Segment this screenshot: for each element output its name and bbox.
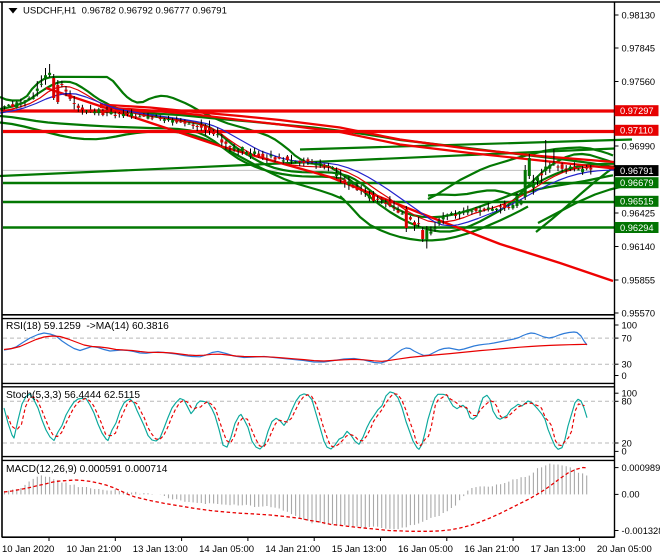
svg-text:0.97560: 0.97560 <box>622 77 656 87</box>
svg-text:0.96515: 0.96515 <box>620 197 654 207</box>
svg-text:-0.001328: -0.001328 <box>622 526 660 536</box>
svg-text:0: 0 <box>622 371 627 381</box>
svg-text:20: 20 <box>622 438 632 448</box>
svg-text:14 Jan 05:00: 14 Jan 05:00 <box>199 544 254 555</box>
svg-text:MACD(12,26,9) 0.000591 0.00071: MACD(12,26,9) 0.000591 0.000714 <box>6 464 168 475</box>
svg-text:100: 100 <box>622 389 638 399</box>
svg-text:0.98130: 0.98130 <box>622 10 656 20</box>
svg-text:100: 100 <box>622 320 638 330</box>
svg-text:0.95570: 0.95570 <box>622 308 656 318</box>
svg-text:15 Jan 13:00: 15 Jan 13:00 <box>332 544 387 555</box>
svg-text:Stoch(5,3,3) 56.4444 62.5115: Stoch(5,3,3) 56.4444 62.5115 <box>6 390 140 401</box>
svg-text:70: 70 <box>622 333 632 343</box>
svg-text:0.96791: 0.96791 <box>620 166 654 176</box>
svg-text:RSI(18) 59.1259 ->MA(14) 60.3: RSI(18) 59.1259 ->MA(14) 60.3816 <box>6 321 169 332</box>
svg-text:0.96679: 0.96679 <box>620 178 654 188</box>
svg-text:0.96990: 0.96990 <box>622 141 656 151</box>
svg-text:10 Jan 2020: 10 Jan 2020 <box>2 544 54 555</box>
svg-text:17 Jan 13:00: 17 Jan 13:00 <box>531 544 586 555</box>
svg-text:0.97110: 0.97110 <box>620 126 653 136</box>
svg-text:0.97845: 0.97845 <box>622 43 656 53</box>
svg-text:0.96140: 0.96140 <box>622 242 656 252</box>
svg-text:80: 80 <box>622 397 632 407</box>
svg-text:0.96294: 0.96294 <box>620 223 654 233</box>
svg-text:0.95855: 0.95855 <box>622 275 656 285</box>
svg-text:0: 0 <box>622 447 627 457</box>
svg-text:0.000989: 0.000989 <box>622 463 660 473</box>
svg-text:USDCHF,H1 0.96782 0.96792 0.9: USDCHF,H1 0.96782 0.96792 0.96777 0.9679… <box>23 6 227 17</box>
svg-text:13 Jan 13:00: 13 Jan 13:00 <box>133 544 188 555</box>
svg-text:10 Jan 21:00: 10 Jan 21:00 <box>67 544 122 555</box>
svg-text:20 Jan 05:00: 20 Jan 05:00 <box>597 544 652 555</box>
svg-text:16 Jan 05:00: 16 Jan 05:00 <box>398 544 453 555</box>
svg-text:16 Jan 21:00: 16 Jan 21:00 <box>464 544 519 555</box>
svg-text:0.97297: 0.97297 <box>620 106 654 116</box>
svg-text:0.96425: 0.96425 <box>622 208 656 218</box>
svg-text:14 Jan 21:00: 14 Jan 21:00 <box>265 544 320 555</box>
svg-text:30: 30 <box>622 360 632 370</box>
svg-text:0.00: 0.00 <box>622 490 640 500</box>
